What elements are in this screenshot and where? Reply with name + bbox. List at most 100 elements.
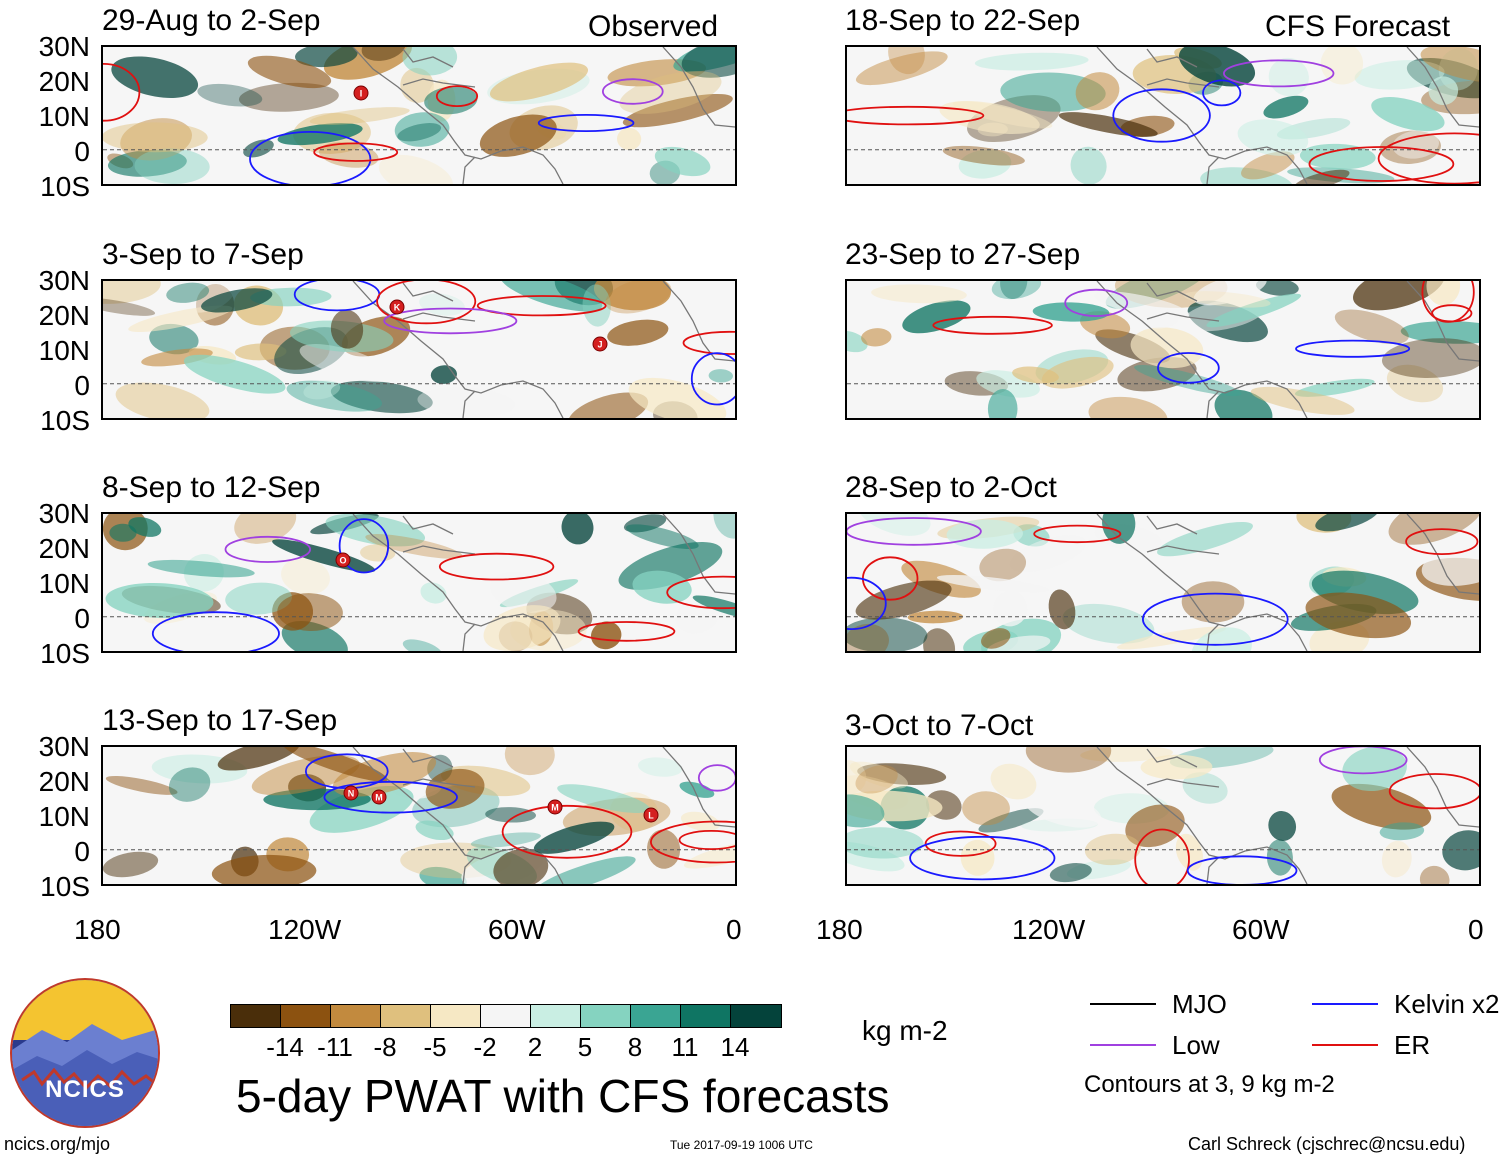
wave-contour	[1318, 747, 1408, 775]
wave-contour	[666, 575, 735, 610]
anomaly-blob	[1419, 865, 1450, 884]
low-line-icon	[1090, 1044, 1156, 1046]
er-line-icon	[1312, 1044, 1378, 1046]
anomaly-blob	[225, 582, 292, 615]
anomaly-blob	[149, 323, 199, 355]
anomaly-blob	[1305, 592, 1412, 639]
wave-contour	[697, 764, 735, 792]
anomaly-blob	[974, 52, 1089, 71]
anomaly-blob	[1000, 281, 1028, 300]
footer-timestamp: Tue 2017-09-19 1006 UTC	[670, 1138, 813, 1152]
colorbar-swatch	[581, 1005, 631, 1027]
lon-label-120w: 120W	[1012, 914, 1086, 945]
anomaly-blob	[607, 319, 669, 346]
anomaly-blob	[504, 747, 555, 776]
anomaly-blob	[683, 839, 735, 869]
anomaly-blob	[679, 781, 715, 798]
anomaly-blob	[1206, 293, 1302, 328]
legend-kelvin: Kelvin x2	[1312, 991, 1500, 1017]
legend-kelvin-label: Kelvin x2	[1394, 989, 1500, 1019]
wave-contour	[847, 517, 982, 546]
anomaly-blob	[243, 139, 274, 158]
anomaly-blob	[936, 574, 1050, 593]
wave-contour	[1064, 288, 1129, 317]
colorbar-units: kg m-2	[862, 1015, 948, 1046]
anomaly-blob	[1024, 791, 1102, 828]
anomaly-blob	[1381, 840, 1412, 878]
storm-letter: N	[348, 789, 355, 799]
anomaly-blob	[847, 760, 867, 795]
wave-contour	[376, 281, 477, 325]
wave-contour	[224, 535, 311, 563]
colorbar-swatch	[381, 1005, 431, 1027]
map-observed-1: I	[101, 45, 737, 186]
anomaly-blob	[1371, 96, 1445, 132]
anomaly-blob	[1025, 747, 1112, 773]
anomaly-blob	[247, 55, 332, 89]
wave-contour	[847, 576, 887, 630]
anomaly-blob	[281, 620, 348, 651]
wave-contour	[650, 820, 735, 864]
wave-contour	[1186, 855, 1298, 884]
anomaly-blob	[489, 571, 557, 613]
anomaly-blob	[365, 534, 463, 559]
anomaly-blob	[479, 114, 557, 157]
anomaly-blob	[109, 523, 137, 542]
anomaly-blob	[415, 820, 454, 841]
anomaly-blob	[1009, 535, 1087, 573]
wave-contour	[103, 63, 141, 122]
colorbar-swatch	[631, 1005, 681, 1027]
anomaly-blob	[105, 775, 178, 795]
anomaly-blob	[141, 348, 213, 367]
wave-contour	[1295, 339, 1411, 358]
panel-title-forecast-3: 28-Sep to 2-Oct	[845, 471, 1057, 504]
anomaly-blob	[197, 83, 263, 107]
lon-label-180: 180	[816, 914, 863, 945]
pwat-anomaly-field: O	[103, 514, 735, 651]
anomaly-blob	[168, 767, 211, 802]
wave-contour	[924, 830, 997, 857]
lat-label-30n: 30N	[38, 31, 90, 62]
observed-column-label: Observed	[588, 10, 719, 43]
anomaly-blob	[534, 856, 636, 884]
coastline	[1096, 747, 1479, 884]
anomaly-blob	[1134, 364, 1242, 397]
anomaly-blob	[115, 382, 210, 418]
anomaly-blob	[299, 344, 393, 383]
anomaly-blob	[425, 768, 485, 809]
anomaly-blob	[303, 380, 341, 400]
anomaly-blob	[277, 123, 363, 146]
wave-contour	[847, 105, 985, 126]
anomaly-blob	[419, 866, 467, 884]
anomaly-blob	[622, 93, 733, 128]
anomaly-blob	[1426, 281, 1461, 306]
anomaly-blob	[1388, 514, 1479, 545]
anomaly-blob	[979, 548, 1027, 582]
footer-website[interactable]: ncics.org/mjo	[4, 1134, 111, 1154]
anomaly-blob	[282, 747, 388, 782]
hurricane-marker-icon: K	[389, 299, 405, 315]
lon-label-0: 0	[726, 914, 742, 945]
wave-contour	[338, 518, 390, 574]
colorbar-swatch	[731, 1005, 781, 1027]
anomaly-blob	[323, 47, 412, 80]
wave-contour	[1405, 528, 1479, 556]
panel-title-observed-3: 8-Sep to 12-Sep	[102, 471, 321, 504]
anomaly-blob	[849, 761, 909, 789]
lon-label-60w: 60W	[488, 914, 546, 945]
forecast-column-label: CFS Forecast	[1265, 10, 1451, 43]
wave-contour	[682, 330, 735, 355]
anomaly-blob	[847, 827, 924, 859]
anomaly-blob	[857, 514, 931, 536]
anomaly-blob	[1420, 47, 1479, 83]
wave-contour	[151, 611, 280, 651]
anomaly-blob	[888, 47, 925, 75]
lat-label-20n: 20N	[38, 66, 90, 97]
lat-label-20n: 20N	[38, 766, 90, 797]
anomaly-blob	[103, 297, 156, 316]
anomaly-blob	[713, 514, 735, 539]
anomaly-blob	[855, 765, 898, 794]
panel-title-observed-1: 29-Aug to 2-Sep	[102, 4, 321, 37]
lat-label-10s: 10S	[40, 871, 90, 902]
wave-contour	[1223, 59, 1335, 88]
